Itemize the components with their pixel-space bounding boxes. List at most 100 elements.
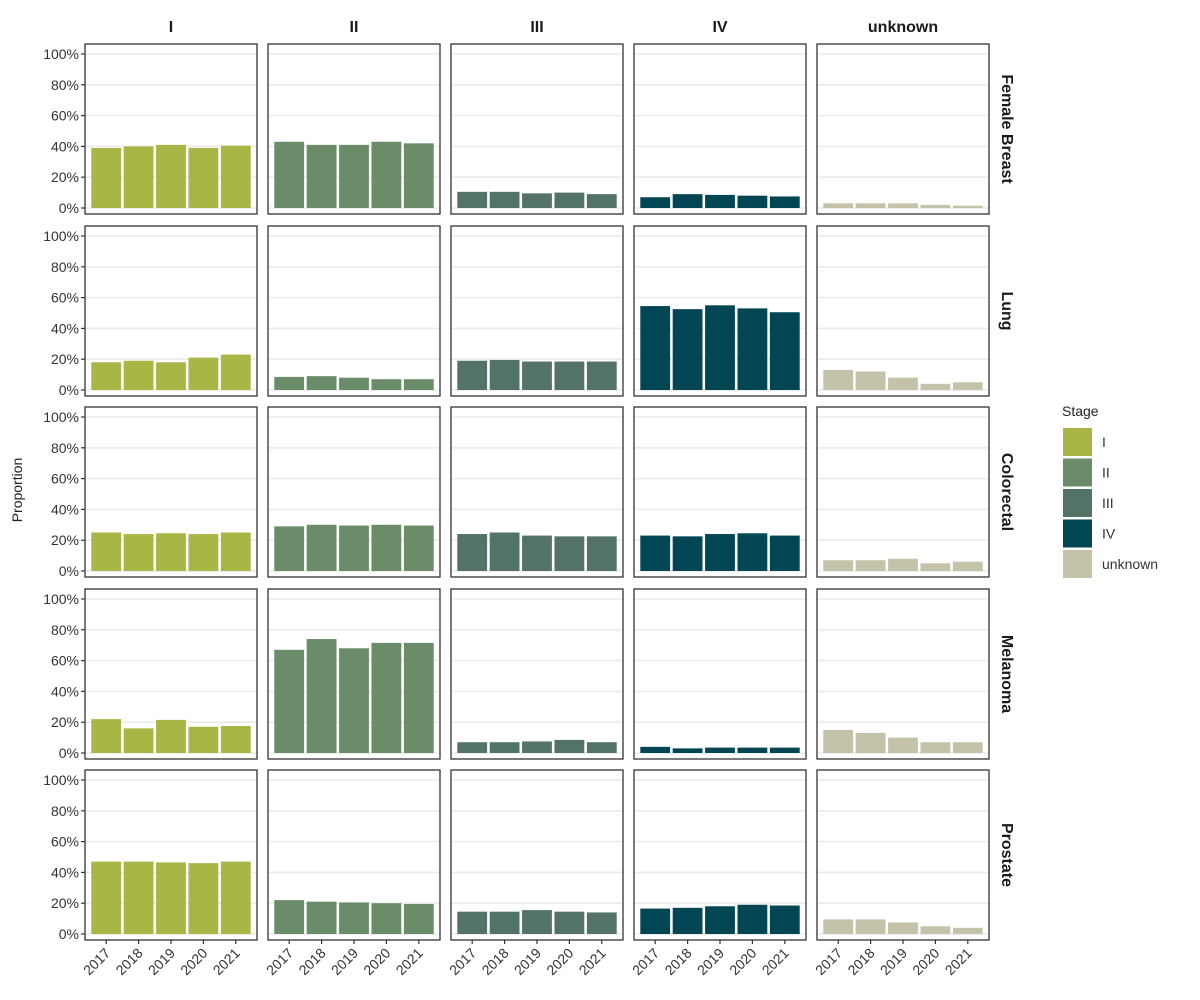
bar-iii-2020 [554, 739, 585, 753]
bar-iv-2021 [769, 196, 800, 208]
bar-iii-2018 [489, 742, 520, 753]
bar-iv-2021 [769, 312, 800, 390]
y-tick-label: 0% [59, 382, 79, 398]
bar-iii-2018 [489, 191, 520, 208]
bar-i-2018 [123, 728, 154, 753]
bar-ii-2021 [403, 642, 434, 753]
y-tick-label: 100% [43, 409, 79, 425]
column-strip-label: IV [712, 19, 727, 36]
y-tick-label: 60% [51, 290, 79, 306]
bar-i-2019 [156, 362, 186, 390]
bar-iv-2020 [737, 747, 768, 753]
bar-ii-2018 [306, 524, 337, 571]
row-strip-label: Female Breast [998, 74, 1015, 184]
bar-iii-2019 [522, 535, 552, 571]
y-tick-label: 60% [51, 834, 79, 850]
y-tick-label: 20% [51, 895, 79, 911]
bar-unknown-2017 [823, 203, 854, 208]
y-tick-label: 40% [51, 138, 79, 154]
panel-border [84, 225, 258, 397]
panel-background [817, 226, 989, 396]
facet-panel [816, 225, 990, 397]
panel-border [633, 588, 807, 760]
bar-ii-2019 [339, 144, 369, 208]
y-tick-label: 60% [51, 108, 79, 124]
bar-i-2019 [156, 144, 186, 208]
bar-iv-2019 [705, 305, 735, 390]
facet-panel [450, 225, 624, 397]
y-tick-label: 100% [43, 591, 79, 607]
facet-panel [450, 406, 624, 578]
y-tick-label: 20% [51, 169, 79, 185]
bar-iii-2020 [554, 361, 585, 390]
facet-panel [633, 588, 807, 760]
y-tick-label: 20% [51, 714, 79, 730]
bar-i-2021 [220, 861, 251, 934]
bar-iii-2020 [554, 192, 585, 208]
bar-ii-2020 [371, 379, 402, 390]
y-tick-label: 40% [51, 501, 79, 517]
panel-background [634, 44, 806, 214]
y-axis-title: Proportion [9, 458, 25, 523]
bar-ii-2020 [371, 642, 402, 753]
bar-iii-2021 [586, 361, 617, 390]
bar-iii-2020 [554, 911, 585, 934]
bar-ii-2018 [306, 901, 337, 934]
x-tick-label: 2019 [877, 945, 910, 978]
bar-unknown-2020 [920, 926, 951, 934]
bar-unknown-2021 [952, 382, 983, 390]
y-tick-label: 40% [51, 683, 79, 699]
y-tick-label: 0% [59, 745, 79, 761]
legend-label: III [1102, 495, 1114, 511]
bar-unknown-2020 [920, 204, 951, 208]
facet-panel [267, 406, 441, 578]
bar-iv-2017 [640, 306, 671, 390]
bar-ii-2018 [306, 144, 337, 208]
bar-iv-2020 [737, 195, 768, 208]
x-tick-label: 2021 [393, 945, 426, 978]
panel-border [633, 225, 807, 397]
bar-iv-2018 [672, 536, 703, 571]
bar-ii-2020 [371, 903, 402, 934]
legend-swatch-unknown [1063, 550, 1092, 578]
x-tick-label: 2018 [478, 945, 511, 978]
panel-border [816, 225, 990, 397]
bar-iv-2020 [737, 904, 768, 934]
bar-iii-2017 [457, 191, 488, 208]
column-strip-label: I [169, 19, 173, 36]
bar-unknown-2018 [855, 371, 886, 390]
bar-ii-2017 [274, 900, 305, 934]
bar-unknown-2019 [888, 377, 918, 390]
bar-ii-2017 [274, 141, 305, 208]
facet-panel [633, 769, 807, 941]
bar-i-2021 [220, 354, 251, 390]
bar-i-2020 [188, 863, 219, 934]
x-tick-label: 2018 [661, 945, 694, 978]
bar-iv-2021 [769, 535, 800, 571]
facet-panel [633, 43, 807, 215]
column-strip-label: II [350, 19, 359, 36]
bar-ii-2021 [403, 379, 434, 390]
bar-i-2018 [123, 861, 154, 934]
x-tick-label: 2018 [112, 945, 145, 978]
x-tick-label: 2019 [694, 945, 727, 978]
bar-ii-2019 [339, 902, 369, 934]
bar-i-2019 [156, 862, 186, 934]
panel-border [816, 406, 990, 578]
y-tick-label: 60% [51, 471, 79, 487]
bar-unknown-2019 [888, 922, 918, 934]
facet-panel [267, 225, 441, 397]
facet-panel [84, 43, 258, 215]
y-tick-label: 60% [51, 653, 79, 669]
bar-ii-2019 [339, 525, 369, 571]
legend-label: unknown [1102, 556, 1158, 572]
y-tick-label: 80% [51, 77, 79, 93]
panel-background [268, 226, 440, 396]
bar-unknown-2020 [920, 383, 951, 390]
bar-i-2017 [91, 362, 122, 390]
panel-border [267, 225, 441, 397]
bar-ii-2021 [403, 525, 434, 571]
row-strip-label: Prostate [998, 823, 1015, 887]
panel-background [817, 44, 989, 214]
